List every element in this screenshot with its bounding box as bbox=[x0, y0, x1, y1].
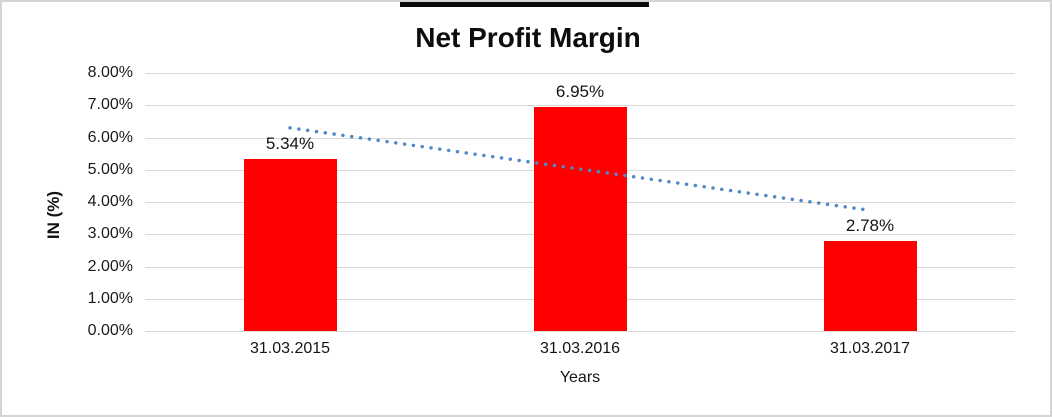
chart-bar bbox=[823, 241, 917, 331]
y-tick-label: 4.00% bbox=[87, 193, 133, 210]
gridline bbox=[145, 331, 1015, 332]
y-tick-label: 3.00% bbox=[87, 225, 133, 243]
y-tick-label: 7.00% bbox=[87, 96, 133, 114]
x-axis-title: Years bbox=[559, 369, 601, 386]
x-tick-label: 31.03.2015 bbox=[249, 340, 331, 357]
gridline bbox=[145, 105, 1015, 107]
chart-bar bbox=[243, 158, 337, 331]
y-tick-label: 1.00% bbox=[87, 289, 133, 307]
y-tick-label: 2.00% bbox=[87, 257, 133, 275]
bar-data-label: 5.34% bbox=[265, 133, 315, 153]
y-tick-label: 5.00% bbox=[87, 160, 133, 178]
y-tick-label: 6.00% bbox=[87, 128, 133, 146]
chart-title: Net Profit Margin bbox=[415, 22, 641, 53]
top-border-accent bbox=[400, 2, 649, 7]
bar-data-label: 6.95% bbox=[555, 81, 605, 101]
chart-bar bbox=[533, 106, 627, 331]
x-tick-label: 31.03.2017 bbox=[829, 340, 911, 357]
bar-data-label: 2.78% bbox=[845, 216, 895, 236]
y-tick-label: 0.00% bbox=[87, 322, 133, 339]
gridline bbox=[145, 73, 1015, 74]
x-tick-label: 31.03.2016 bbox=[539, 340, 621, 357]
y-tick-label: 8.00% bbox=[87, 64, 133, 81]
